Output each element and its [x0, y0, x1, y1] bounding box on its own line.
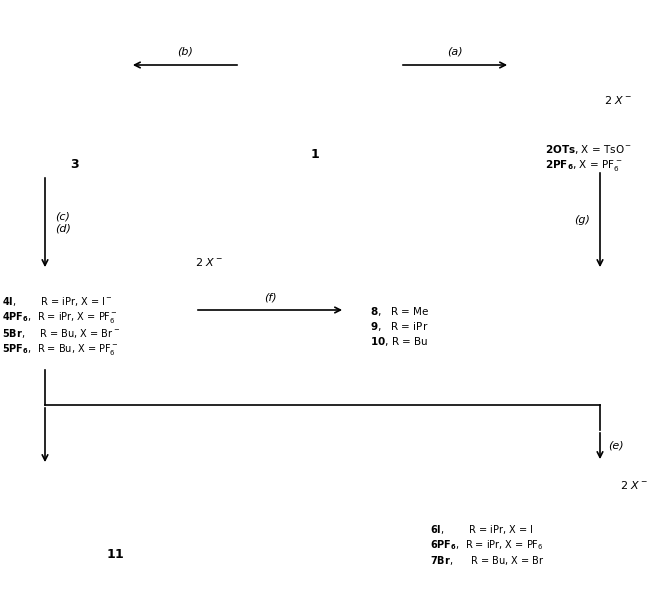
- Text: $\mathbf{3}$: $\mathbf{3}$: [70, 159, 80, 171]
- Text: $\mathbf{2OTs}$, X = TsO$^-$
$\mathbf{2PF_6}$, X = PF$_6^-$: $\mathbf{2OTs}$, X = TsO$^-$ $\mathbf{2P…: [545, 143, 632, 173]
- Text: (c)
(d): (c) (d): [55, 212, 71, 233]
- Text: (e): (e): [608, 441, 623, 451]
- Text: $2\ X^-$: $2\ X^-$: [195, 256, 223, 268]
- Text: $2\ X^-$: $2\ X^-$: [604, 94, 632, 106]
- Text: (f): (f): [264, 292, 276, 302]
- Text: $2\ X^-$: $2\ X^-$: [620, 479, 648, 491]
- Text: $\mathbf{11}$: $\mathbf{11}$: [106, 549, 124, 561]
- Text: (g): (g): [574, 215, 590, 225]
- Text: $\mathbf{6I}$,        R = iPr, X = I
$\mathbf{6PF_6}$,  R = iPr, X = PF$_6$
$\ma: $\mathbf{6I}$, R = iPr, X = I $\mathbf{6…: [430, 523, 545, 567]
- Text: $\mathbf{1}$: $\mathbf{1}$: [310, 148, 320, 162]
- Text: (a): (a): [447, 47, 463, 57]
- Text: $\mathbf{4I}$,        R = iPr, X = I$^-$
$\mathbf{4PF_6}$,  R = iPr, X = PF$_6^-: $\mathbf{4I}$, R = iPr, X = I$^-$ $\math…: [2, 295, 120, 357]
- Text: (b): (b): [177, 47, 193, 57]
- Text: $\mathbf{8}$,   R = Me
$\mathbf{9}$,   R = iPr
$\mathbf{10}$, R = Bu: $\mathbf{8}$, R = Me $\mathbf{9}$, R = i…: [370, 305, 430, 348]
